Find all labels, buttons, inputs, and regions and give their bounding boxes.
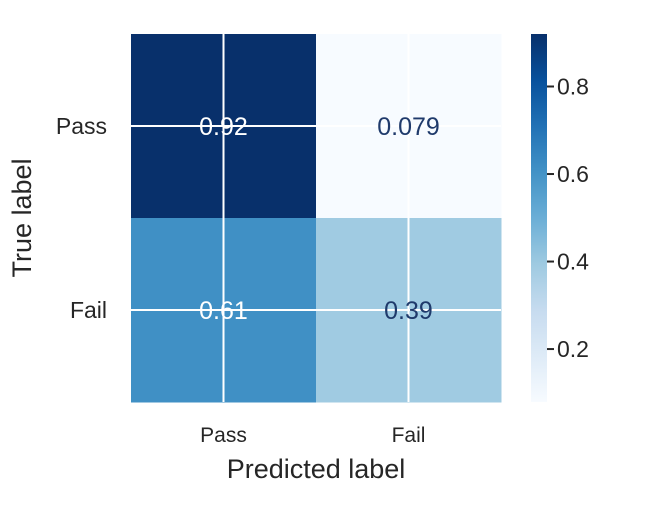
x-axis-ticks: Pass Fail xyxy=(200,424,425,447)
colorbar-tick-label: 0.6 xyxy=(557,161,589,187)
colorbar-ticks: 0.8 0.6 0.4 0.2 xyxy=(547,74,589,362)
cell-value-label: 0.39 xyxy=(384,297,433,325)
y-axis-ticks: Pass Fail xyxy=(56,113,107,323)
y-axis-label: True label xyxy=(7,158,37,277)
cell-value-label: 0.079 xyxy=(377,113,440,141)
y-tick-label: Fail xyxy=(70,297,107,323)
y-tick-label: Pass xyxy=(56,113,107,139)
heatmap-cells xyxy=(131,34,502,403)
cell-value-label: 0.61 xyxy=(199,297,248,325)
colorbar xyxy=(531,34,547,402)
x-tick-label: Pass xyxy=(200,424,247,447)
x-tick-label: Fail xyxy=(392,424,426,447)
cell-value-labels: 0.92 0.079 0.61 0.39 xyxy=(199,113,440,325)
x-axis-label: Predicted label xyxy=(227,454,406,484)
grid-lines xyxy=(131,34,501,402)
colorbar-tick-label: 0.8 xyxy=(557,74,589,100)
colorbar-tick-label: 0.2 xyxy=(557,336,589,362)
colorbar-tick-label: 0.4 xyxy=(557,249,589,275)
cell-value-label: 0.92 xyxy=(199,113,248,141)
